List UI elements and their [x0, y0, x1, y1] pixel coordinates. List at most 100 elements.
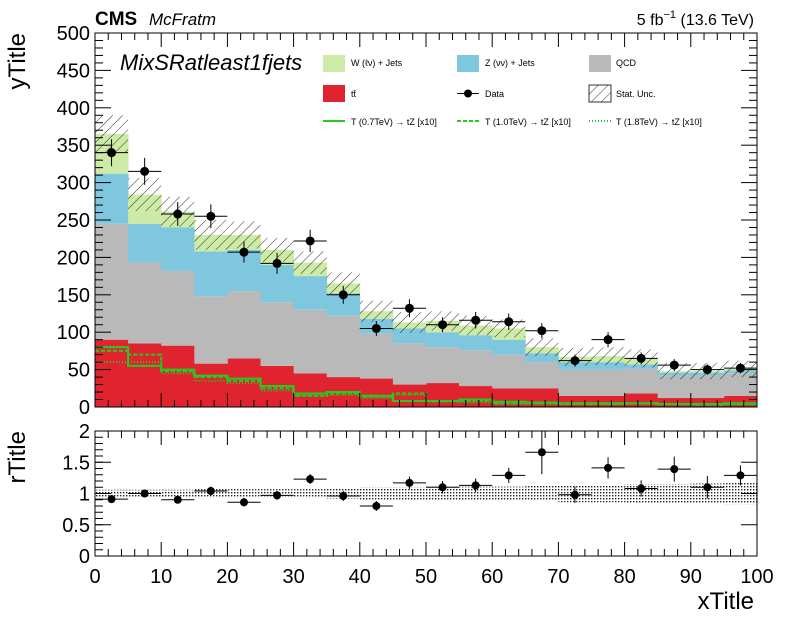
xtick-label-9: 90 [680, 566, 702, 588]
xtick-label-4: 40 [349, 566, 371, 588]
bar-2-10 [426, 332, 460, 348]
xtick-label-8: 80 [613, 566, 635, 588]
xtick-label-6: 60 [481, 566, 503, 588]
bar-1-19 [723, 373, 757, 396]
xtick-label-3: 30 [282, 566, 304, 588]
data-point-6 [305, 236, 315, 246]
bar-0-2 [161, 345, 195, 407]
bar-0-16 [624, 393, 659, 407]
ratio-point-16 [637, 484, 646, 493]
data-point-3 [206, 211, 216, 221]
bar-2-7 [326, 293, 361, 316]
ratio-band-19 [723, 482, 757, 505]
ytick-label-9: 450 [57, 60, 90, 82]
x-axis-title: xTitle [698, 588, 754, 615]
stat-unc-5 [260, 237, 294, 262]
ratio-band-9 [392, 487, 427, 500]
bar-1-4 [227, 291, 261, 359]
bar-0-1 [128, 343, 162, 407]
ytick-label-8: 400 [57, 98, 90, 120]
data-point-4 [239, 247, 249, 257]
data-points [95, 139, 757, 375]
bar-2-2 [161, 227, 195, 271]
data-point-2 [173, 209, 183, 219]
legend-label-wjets: W (ℓν) + Jets [351, 58, 403, 68]
ratio-point-7 [339, 492, 348, 500]
ratio-point-11 [471, 481, 480, 490]
bar-0-19 [723, 395, 757, 407]
ratio-band-4 [227, 489, 261, 498]
legend-label-zjets: Z (νν) + Jets [485, 58, 535, 68]
data-point-0 [107, 148, 117, 158]
bar-0-10 [426, 383, 460, 407]
ytick-label-5: 250 [57, 210, 90, 232]
data-point-7 [338, 290, 348, 300]
ytick-label-3: 150 [57, 285, 90, 307]
legend: W (ℓν) + Jets Z (νν) + Jets QCD tt̄ Data… [323, 55, 702, 127]
xtick-label-1: 10 [150, 566, 172, 588]
ratio-axes: 00.511.520 10 20 30 40 50 60 70 80 90 100 [62, 421, 774, 588]
ratio-ytick-label-3: 1.5 [62, 452, 90, 474]
legend-swatch-ttbar [323, 85, 345, 102]
data-point-14 [570, 356, 580, 366]
ratio-point-17 [670, 465, 679, 474]
data-point-16 [636, 353, 646, 363]
ratio-point-3 [206, 487, 215, 495]
stat-unc-15 [591, 347, 625, 366]
bar-2-1 [128, 223, 162, 263]
signal-lines [95, 346, 757, 406]
bar-2-13 [525, 353, 559, 363]
legend-label-sig3: T (1.8TeV) → tZ [x10] [616, 117, 702, 127]
data-point-10 [438, 320, 448, 330]
top-axes: 0 50 100 150 200 250 300 350 400 450 500 [57, 23, 758, 419]
bar-1-12 [492, 354, 526, 389]
legend-swatch-stat [588, 84, 612, 103]
bar-1-16 [624, 368, 659, 394]
ratio-point-9 [405, 478, 414, 487]
mcfratm-label: McFratm [149, 10, 216, 29]
ytick-label-4: 200 [57, 247, 90, 269]
ratio-point-1 [140, 489, 149, 498]
bar-1-0 [95, 223, 129, 340]
ratio-point-13 [537, 448, 546, 457]
bar-0-17 [657, 398, 692, 407]
xtick-label-2: 20 [216, 566, 238, 588]
bar-1-15 [591, 369, 625, 396]
xtick-label-5: 50 [415, 566, 437, 588]
bar-2-12 [492, 339, 526, 355]
data-point-11 [471, 315, 481, 325]
legend-label-ttbar: tt̄ [351, 89, 357, 99]
y-axis-title: yTitle [4, 33, 31, 89]
stat-unc-9 [392, 312, 426, 333]
stat-unc-13 [525, 338, 559, 357]
legend-label-stat: Stat. Unc. [616, 89, 656, 99]
ratio-point-10 [438, 483, 447, 492]
bar-0-4 [227, 358, 261, 407]
bar-1-11 [459, 350, 493, 387]
bar-1-1 [128, 262, 162, 344]
legend-swatch-wjets [323, 55, 345, 72]
bar-1-3 [194, 296, 228, 364]
bar-1-8 [359, 333, 394, 379]
bar-2-0 [95, 173, 129, 224]
legend-label-qcd: QCD [616, 58, 637, 68]
ytick-label-0: 0 [79, 397, 90, 419]
ratio-band-6 [293, 489, 327, 498]
ratio-point-6 [306, 475, 315, 484]
ratio-point-8 [372, 502, 381, 510]
data-point-5 [272, 258, 282, 268]
ratio-band-11 [459, 486, 493, 501]
bar-1-7 [326, 315, 361, 378]
ratio-band-2 [161, 489, 195, 498]
signal-line-3 [95, 361, 757, 406]
xtick-label-7: 70 [547, 566, 569, 588]
legend-swatch-qcd [589, 55, 611, 72]
bar-0-14 [558, 395, 592, 407]
data-point-8 [371, 323, 381, 333]
ratio-uncertainty-band [95, 482, 757, 505]
ytick-label-6: 300 [57, 173, 90, 195]
ratio-point-15 [604, 463, 613, 472]
legend-swatch-zjets [457, 55, 479, 72]
xtick-label-0: 0 [89, 566, 100, 588]
